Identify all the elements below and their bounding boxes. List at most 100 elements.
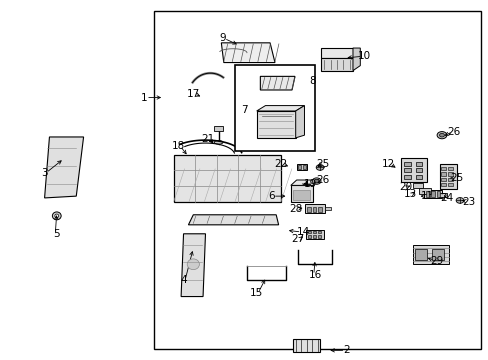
Bar: [312, 230, 316, 233]
Bar: [415, 168, 422, 172]
Text: 25: 25: [315, 159, 328, 169]
Polygon shape: [181, 234, 205, 297]
Text: 29: 29: [429, 256, 443, 266]
Text: 23: 23: [461, 197, 474, 207]
Bar: [293, 190, 310, 200]
Bar: [436, 192, 439, 197]
Bar: [317, 235, 321, 238]
Bar: [298, 165, 301, 169]
Text: 17: 17: [186, 89, 200, 99]
Bar: [154, 12, 480, 348]
Bar: [430, 192, 434, 197]
Bar: [425, 192, 428, 197]
Ellipse shape: [214, 140, 223, 144]
Bar: [173, 155, 281, 202]
Bar: [440, 178, 445, 181]
Bar: [307, 230, 311, 233]
Bar: [312, 235, 316, 238]
Text: 26: 26: [315, 175, 328, 185]
Bar: [400, 158, 427, 182]
Text: 18: 18: [172, 141, 185, 151]
Bar: [403, 162, 410, 166]
Bar: [447, 172, 452, 176]
Text: 1: 1: [141, 93, 147, 103]
Text: 10: 10: [357, 51, 370, 61]
Bar: [412, 244, 448, 264]
Bar: [418, 188, 430, 194]
Bar: [307, 207, 310, 212]
Text: 27: 27: [291, 234, 304, 244]
Bar: [321, 58, 352, 71]
Bar: [256, 111, 295, 138]
Bar: [447, 178, 452, 181]
Bar: [305, 204, 325, 213]
Ellipse shape: [314, 179, 319, 183]
Text: 26: 26: [447, 127, 460, 136]
Ellipse shape: [316, 165, 324, 170]
Text: 11: 11: [420, 191, 433, 201]
Text: 20: 20: [398, 182, 411, 192]
Ellipse shape: [52, 212, 61, 220]
Ellipse shape: [312, 178, 321, 184]
Text: 21: 21: [201, 134, 214, 144]
Text: 7: 7: [241, 105, 247, 115]
Text: 6: 6: [267, 191, 274, 201]
Ellipse shape: [187, 259, 199, 270]
Text: 5: 5: [53, 229, 60, 239]
Bar: [325, 207, 330, 211]
Bar: [318, 207, 321, 212]
Text: 24: 24: [439, 193, 452, 203]
Bar: [403, 168, 410, 172]
Polygon shape: [295, 105, 304, 138]
Bar: [305, 230, 324, 239]
Bar: [303, 165, 305, 169]
Text: 13: 13: [403, 189, 416, 199]
Text: 16: 16: [308, 270, 321, 280]
Bar: [317, 230, 321, 233]
Bar: [440, 183, 445, 186]
Bar: [312, 207, 316, 212]
Polygon shape: [44, 137, 83, 198]
Ellipse shape: [436, 132, 446, 139]
Bar: [296, 163, 307, 170]
Bar: [440, 167, 445, 170]
Ellipse shape: [439, 134, 444, 137]
Bar: [439, 164, 456, 189]
Bar: [415, 162, 422, 166]
Polygon shape: [352, 48, 360, 71]
Polygon shape: [188, 215, 278, 225]
Bar: [447, 183, 452, 186]
Text: 14: 14: [296, 227, 309, 237]
Text: 22: 22: [274, 159, 287, 169]
Bar: [431, 249, 444, 260]
Text: 12: 12: [381, 159, 394, 169]
Ellipse shape: [455, 198, 463, 203]
Text: 19: 19: [303, 179, 316, 189]
Bar: [214, 126, 223, 131]
Bar: [438, 193, 446, 197]
Text: 9: 9: [219, 33, 225, 43]
Text: 4: 4: [180, 275, 186, 285]
Polygon shape: [290, 180, 318, 185]
Bar: [293, 338, 320, 352]
Bar: [412, 183, 423, 188]
Bar: [415, 175, 422, 179]
Polygon shape: [256, 105, 304, 111]
Text: 2: 2: [343, 345, 349, 355]
Bar: [234, 65, 315, 151]
Bar: [423, 190, 442, 198]
Bar: [447, 167, 452, 170]
Polygon shape: [260, 76, 294, 90]
Bar: [307, 235, 311, 238]
Ellipse shape: [55, 214, 59, 218]
Bar: [290, 185, 312, 202]
Bar: [440, 172, 445, 176]
Text: 8: 8: [309, 76, 315, 86]
Text: 25: 25: [449, 173, 462, 183]
Bar: [414, 249, 427, 260]
Text: 28: 28: [288, 204, 302, 214]
Bar: [403, 175, 410, 179]
Text: 15: 15: [249, 288, 263, 298]
Bar: [321, 48, 352, 58]
Polygon shape: [221, 43, 274, 63]
